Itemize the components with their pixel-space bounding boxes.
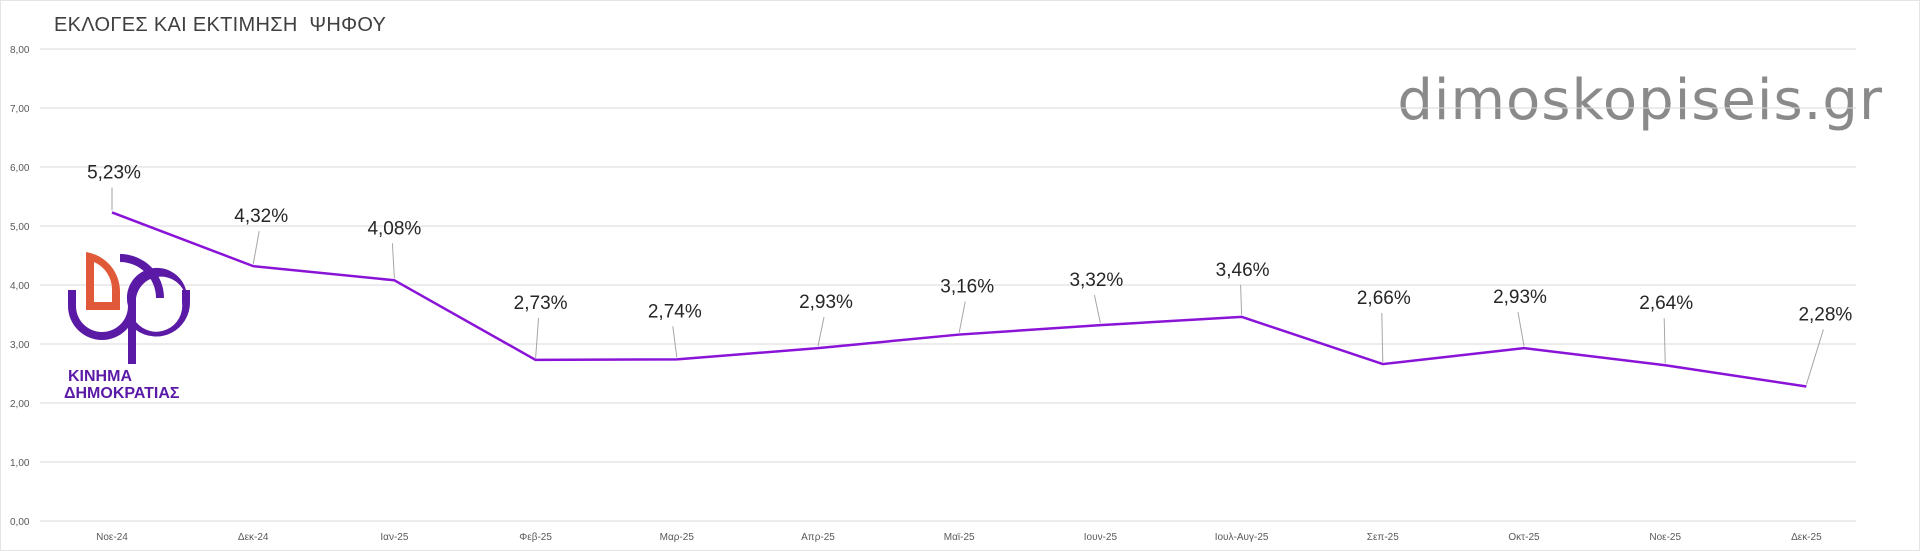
- data-label-leader: [1805, 329, 1824, 385]
- logo-orange-shape: [86, 252, 121, 310]
- data-label-leader: [252, 231, 260, 265]
- x-tick-label: Μαϊ-25: [944, 532, 975, 543]
- data-label-leader: [1093, 295, 1101, 324]
- y-tick-label: 1,00: [10, 458, 30, 469]
- series-line: [111, 211, 1807, 388]
- data-label-leader: [1240, 284, 1243, 315]
- data-label: 3,16%: [940, 277, 994, 298]
- data-label-leader: [672, 326, 678, 358]
- data-label: 2,74%: [648, 301, 702, 322]
- y-tick-label: 2,00: [10, 399, 30, 410]
- y-tick-label: 5,00: [10, 222, 30, 233]
- data-label: 4,08%: [367, 218, 421, 239]
- logo-text-line2: ΔΗΜΟΚΡΑΤΙΑΣ: [64, 385, 180, 402]
- x-tick-label: Ιουν-25: [1084, 532, 1118, 543]
- data-label: 5,23%: [87, 162, 141, 183]
- y-tick-label: 4,00: [10, 281, 30, 292]
- y-tick-label: 7,00: [10, 104, 30, 115]
- data-label: 2,66%: [1357, 288, 1411, 309]
- logo-purple-bowl-right: [126, 267, 186, 306]
- data-label: 2,28%: [1798, 304, 1852, 325]
- logo-text: ΚΙΝΗΜΑ ΔΗΜΟΚΡΑΤΙΑΣ: [64, 368, 179, 402]
- y-tick-label: 8,00: [10, 45, 30, 56]
- data-label: 2,73%: [514, 293, 568, 314]
- x-tick-label: Δεκ-25: [1791, 532, 1822, 543]
- data-label: 2,93%: [799, 292, 853, 313]
- data-label: 3,32%: [1069, 270, 1123, 291]
- chart-title: ΕΚΛΟΓΕΣ ΚΑΙ ΕΚΤΙΜΗΣΗ ΨΗΦΟΥ: [54, 14, 387, 36]
- data-label-leader: [1663, 318, 1666, 364]
- x-tick-label: Φεβ-25: [519, 532, 552, 543]
- y-tick-label: 3,00: [10, 340, 30, 351]
- x-tick-label: Νοε-25: [1649, 532, 1681, 543]
- x-tick-label: Σεπ-25: [1367, 532, 1399, 543]
- x-tick-label: Μαρ-25: [660, 532, 695, 543]
- x-tick-label: Απρ-25: [801, 532, 835, 543]
- data-label: 3,46%: [1216, 260, 1270, 281]
- data-label: 4,32%: [234, 206, 288, 227]
- data-label-leader: [1381, 313, 1384, 363]
- data-label-leader: [391, 243, 395, 279]
- kinima-dimokratias-logo: [68, 252, 191, 364]
- y-tick-label: 6,00: [10, 163, 30, 174]
- watermark: dimoskopiseis.gr: [1397, 68, 1883, 133]
- data-label: 2,64%: [1639, 293, 1693, 314]
- data-label-leader: [535, 317, 540, 358]
- x-tick-label: Οκτ-25: [1508, 532, 1540, 543]
- x-tick-label: Ιουλ-Αυγ-25: [1215, 532, 1269, 543]
- y-tick-label: 0,00: [10, 517, 30, 528]
- logo-purple-stem: [128, 306, 136, 364]
- data-label: 2,93%: [1493, 287, 1547, 308]
- logo-purple-bowl-right-2: [136, 290, 191, 337]
- x-tick-label: Δεκ-24: [238, 532, 269, 543]
- data-label-leader: [817, 317, 825, 347]
- data-label-leader: [1517, 312, 1525, 347]
- x-tick-label: Ιαν-25: [380, 532, 408, 543]
- data-label-leader: [958, 301, 966, 333]
- logo-text-line1: ΚΙΝΗΜΑ: [68, 368, 132, 385]
- logo-purple-bowl-left: [68, 290, 136, 340]
- x-tick-label: Νοε-24: [96, 532, 128, 543]
